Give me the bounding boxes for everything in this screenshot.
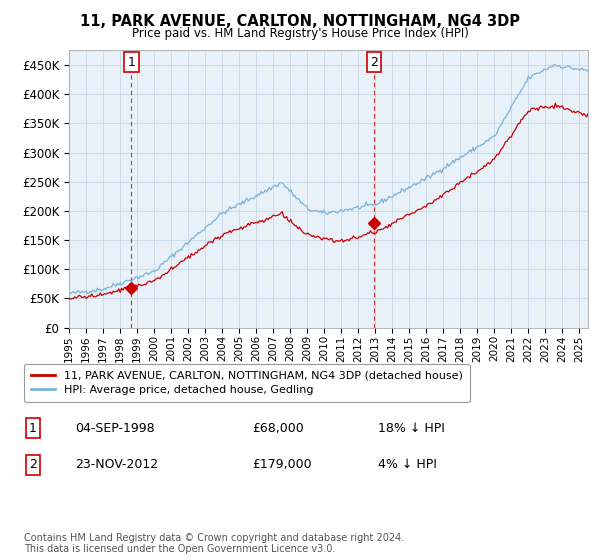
Text: 04-SEP-1998: 04-SEP-1998 (75, 422, 155, 435)
Text: Price paid vs. HM Land Registry's House Price Index (HPI): Price paid vs. HM Land Registry's House … (131, 27, 469, 40)
Legend: 11, PARK AVENUE, CARLTON, NOTTINGHAM, NG4 3DP (detached house), HPI: Average pri: 11, PARK AVENUE, CARLTON, NOTTINGHAM, NG… (24, 364, 470, 402)
Text: 23-NOV-2012: 23-NOV-2012 (75, 458, 158, 472)
Text: 2: 2 (29, 458, 37, 472)
Text: 18% ↓ HPI: 18% ↓ HPI (378, 422, 445, 435)
Text: 4% ↓ HPI: 4% ↓ HPI (378, 458, 437, 472)
Text: £179,000: £179,000 (252, 458, 311, 472)
Text: 1: 1 (128, 55, 136, 68)
Text: 1: 1 (29, 422, 37, 435)
Text: 2: 2 (370, 55, 377, 68)
Text: Contains HM Land Registry data © Crown copyright and database right 2024.
This d: Contains HM Land Registry data © Crown c… (24, 533, 404, 554)
Text: £68,000: £68,000 (252, 422, 304, 435)
Text: 11, PARK AVENUE, CARLTON, NOTTINGHAM, NG4 3DP: 11, PARK AVENUE, CARLTON, NOTTINGHAM, NG… (80, 14, 520, 29)
